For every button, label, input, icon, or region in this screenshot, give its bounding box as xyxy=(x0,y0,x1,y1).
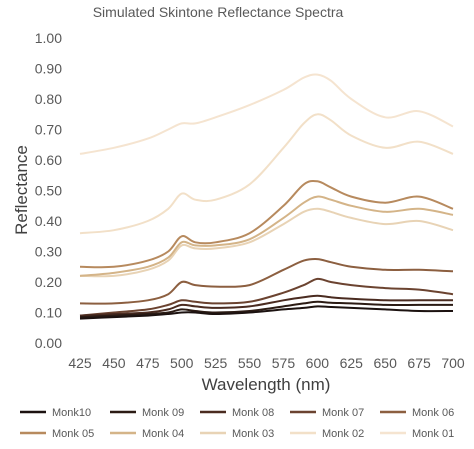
series-line-monk10 xyxy=(79,305,454,320)
y-tick-label: 0.70 xyxy=(35,122,62,138)
y-tick-label: 0.40 xyxy=(35,213,62,229)
series-line-monk-09 xyxy=(79,300,453,319)
y-tick-label: 0.30 xyxy=(35,244,62,260)
series-line-monk-04 xyxy=(79,195,454,277)
x-tick-label: 625 xyxy=(340,355,364,371)
series-line-monk-03 xyxy=(79,207,454,278)
x-tick-label: 550 xyxy=(238,355,262,371)
x-axis-label: Wavelength (nm) xyxy=(202,375,331,394)
y-axis-label: Reflectance xyxy=(12,145,31,235)
x-tick-label: 525 xyxy=(204,355,228,371)
legend-label-monk-03: Monk 03 xyxy=(232,428,274,440)
y-tick-label: 1.00 xyxy=(35,30,62,46)
x-tick-label: 600 xyxy=(306,355,330,371)
legend-label-monk-07: Monk 07 xyxy=(322,407,364,419)
y-tick-label: 0.20 xyxy=(35,274,62,290)
x-axis-ticks: 425 450 475 500 525 550 575 600 625 650 675 700 xyxy=(68,355,465,371)
x-tick-label: 675 xyxy=(407,355,431,371)
series-line-monk-07 xyxy=(79,277,454,317)
legend-label-monk-02: Monk 02 xyxy=(322,428,364,440)
series-line-monk-08 xyxy=(79,294,453,317)
x-tick-label: 500 xyxy=(170,355,194,371)
x-tick-label: 425 xyxy=(68,355,92,371)
legend-label-monk-08: Monk 08 xyxy=(232,407,274,419)
legend-label-monk-09: Monk 09 xyxy=(142,407,184,419)
x-tick-label: 650 xyxy=(374,355,398,371)
legend: Monk10 Monk 09 Monk 08 Monk 07 Monk 06 Monk 0… xyxy=(20,407,454,440)
legend-label-monk-01: Monk 01 xyxy=(412,428,454,440)
y-tick-label: 0.10 xyxy=(35,305,62,321)
x-tick-label: 450 xyxy=(102,355,126,371)
legend-label-monk-04: Monk 04 xyxy=(142,428,184,440)
series-line-monk-02 xyxy=(79,113,454,235)
legend-label-monk-06: Monk 06 xyxy=(412,407,454,419)
legend-label-monk10: Monk10 xyxy=(52,407,91,419)
y-axis-ticks: 0.00 0.10 0.20 0.30 0.40 0.50 0.60 0.70 0.80 0.90… xyxy=(35,30,62,351)
y-tick-label: 0.60 xyxy=(35,152,62,168)
y-tick-label: 0.80 xyxy=(35,91,62,107)
x-tick-label: 575 xyxy=(272,355,296,371)
y-tick-label: 0.50 xyxy=(35,183,62,199)
series-lines xyxy=(79,73,454,320)
y-tick-label: 0.00 xyxy=(35,335,62,351)
y-tick-label: 0.90 xyxy=(35,61,62,77)
x-tick-label: 475 xyxy=(136,355,160,371)
chart-title: Simulated Skintone Reflectance Spectra xyxy=(93,4,344,20)
legend-label-monk-05: Monk 05 xyxy=(52,428,94,440)
x-tick-label: 700 xyxy=(441,355,465,371)
series-line-monk-05 xyxy=(79,179,454,269)
series-line-monk-01 xyxy=(79,73,454,155)
series-line-monk-06 xyxy=(79,258,454,305)
